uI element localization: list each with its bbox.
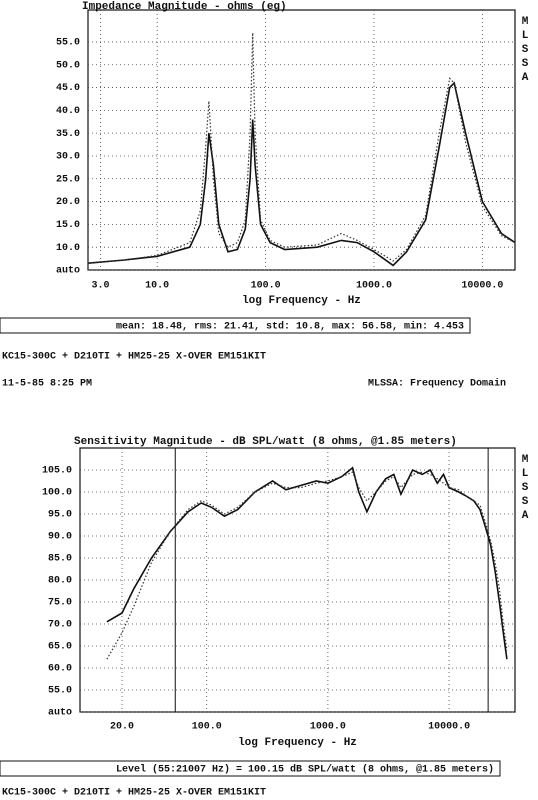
plot-frame: [87, 9, 516, 271]
x-tick-label: 20.0: [110, 722, 134, 733]
side-label: MLSSA: [519, 454, 531, 524]
x-tick-label: 3.0: [92, 281, 110, 292]
model-line-bottom: KC15-300C + D210TI + HM25-25 X-OVER EM15…: [2, 788, 266, 799]
chart-title: Impedance Magnitude - ohms (eg): [82, 1, 287, 13]
y-tick-label: auto: [56, 266, 80, 277]
x-tick-label: 10.0: [145, 281, 169, 292]
series-line: [106, 471, 508, 660]
y-tick-label: 85.0: [48, 554, 72, 565]
y-tick-label: auto: [48, 708, 72, 719]
y-tick-label: 15.0: [56, 220, 80, 231]
date-time: 11-5-85 8:25 PM: [2, 379, 92, 390]
chart-title: Sensitivity Magnitude - dB SPL/watt (8 o…: [74, 436, 457, 448]
y-tick-label: 20.0: [56, 197, 80, 208]
x-tick-label: 100.0: [192, 722, 222, 733]
y-tick-label: 40.0: [56, 106, 80, 117]
x-axis-label: log Frequency - Hz: [238, 737, 357, 749]
x-tick-label: 10000.0: [461, 281, 503, 292]
y-tick-label: 30.0: [56, 152, 80, 163]
y-tick-label: 75.0: [48, 598, 72, 609]
y-tick-label: 100.0: [42, 488, 72, 499]
y-tick-label: 50.0: [56, 60, 80, 71]
model-line: KC15-300C + D210TI + HM25-25 X-OVER EM15…: [2, 352, 266, 363]
series-line: [87, 81, 516, 267]
y-tick-label: 95.0: [48, 510, 72, 521]
x-tick-label: 100.0: [251, 281, 281, 292]
y-tick-label: 60.0: [48, 664, 72, 675]
footer-box: [0, 317, 471, 334]
x-axis-label: log Frequency - Hz: [242, 295, 361, 307]
y-tick-label: 10.0: [56, 243, 80, 254]
x-tick-label: 10000.0: [428, 722, 470, 733]
y-tick-label: 35.0: [56, 129, 80, 140]
series-line: [87, 32, 516, 264]
y-tick-label: 70.0: [48, 620, 72, 631]
x-tick-label: 1000.0: [356, 281, 392, 292]
series-line: [106, 466, 508, 660]
mode-label: MLSSA: Frequency Domain: [368, 378, 506, 390]
y-tick-label: 90.0: [48, 532, 72, 543]
side-label: MLSSA: [519, 16, 531, 86]
y-tick-label: 105.0: [42, 466, 72, 477]
footer-stats: mean: 18.48, rms: 21.41, std: 10.8, max:…: [116, 321, 464, 333]
y-tick-label: 55.0: [48, 686, 72, 697]
y-tick-label: 25.0: [56, 174, 80, 185]
y-tick-label: 80.0: [48, 576, 72, 587]
x-tick-label: 1000.0: [310, 722, 346, 733]
y-tick-label: 65.0: [48, 642, 72, 653]
footer-stats: Level (55:21007 Hz) = 100.15 dB SPL/watt…: [116, 764, 494, 776]
y-tick-label: 45.0: [56, 83, 80, 94]
footer-box: [0, 760, 501, 777]
y-tick-label: 55.0: [56, 38, 80, 49]
